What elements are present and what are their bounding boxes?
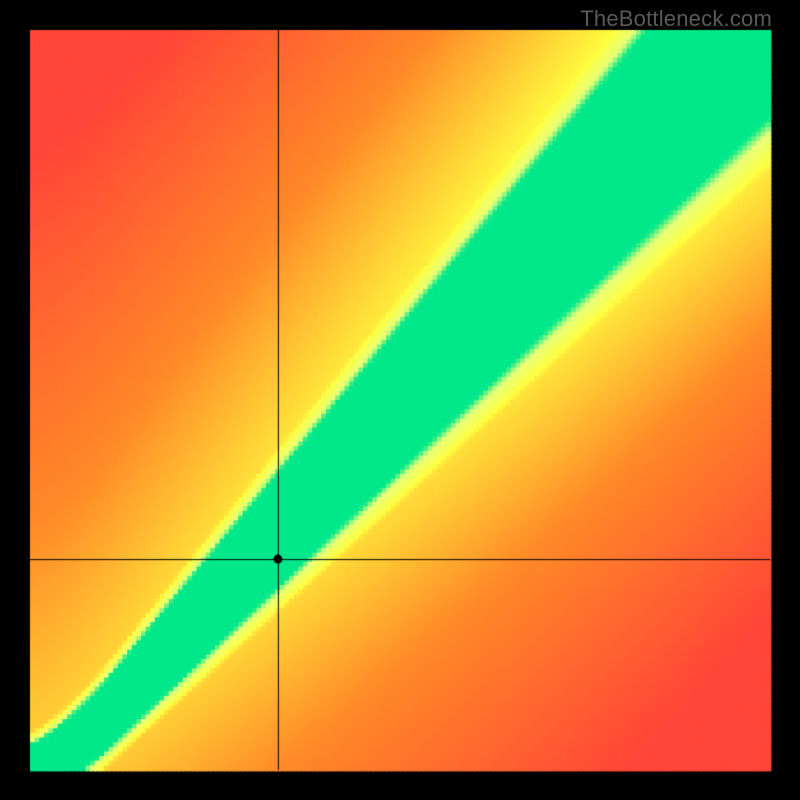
bottleneck-heatmap	[0, 0, 800, 800]
watermark-text: TheBottleneck.com	[580, 6, 772, 32]
chart-container: TheBottleneck.com	[0, 0, 800, 800]
